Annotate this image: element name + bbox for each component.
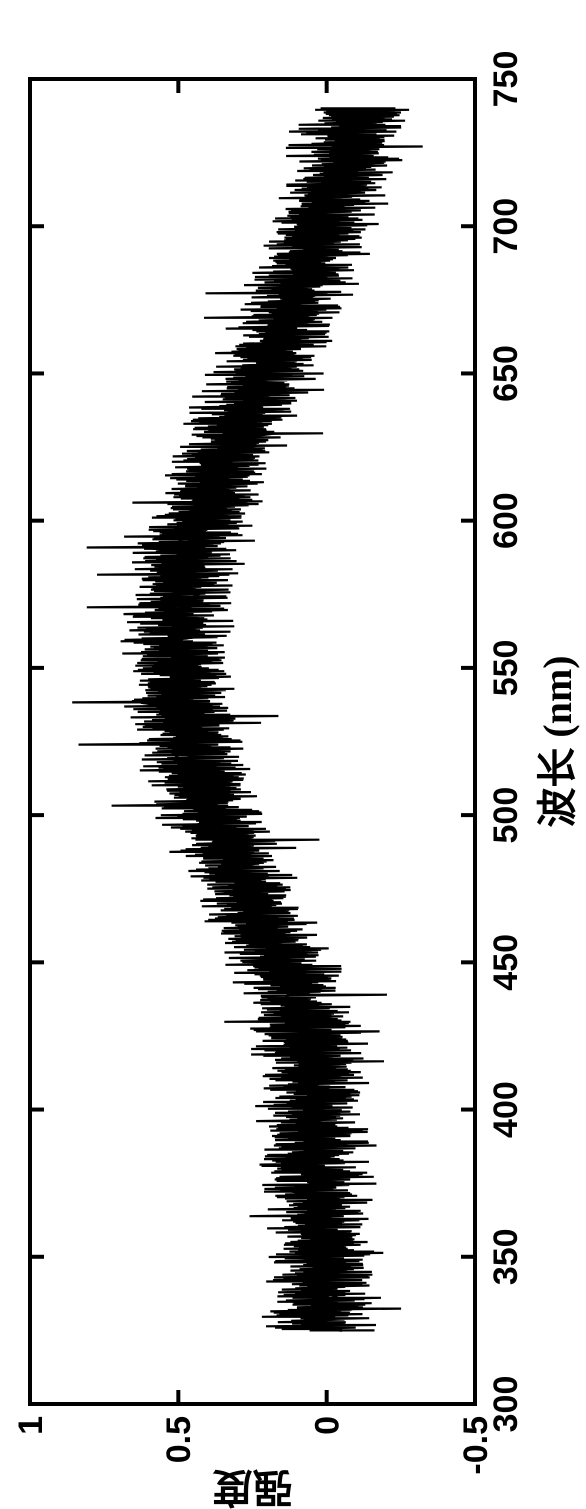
x-tick-label: 700 <box>487 198 525 255</box>
y-tick-label: -0.5 <box>457 1416 495 1475</box>
y-tick-label: 0.5 <box>160 1416 198 1463</box>
x-tick-label: 450 <box>487 934 525 991</box>
x-tick-label: 550 <box>487 640 525 697</box>
y-axis-title: 强度 <box>213 1465 293 1509</box>
spectrum-chart: 300350400450500550600650700750-0.500.51波… <box>0 0 586 1509</box>
x-tick-label: 400 <box>487 1081 525 1138</box>
x-tick-label: 350 <box>487 1228 525 1285</box>
x-axis-title: 波长 (nm) <box>535 655 580 827</box>
x-tick-label: 600 <box>487 492 525 549</box>
x-tick-label: 750 <box>487 51 525 108</box>
y-tick-label: 1 <box>12 1416 50 1435</box>
x-tick-label: 650 <box>487 345 525 402</box>
spectrum-trace <box>72 108 423 1330</box>
y-tick-label: 0 <box>309 1416 347 1435</box>
x-tick-label: 500 <box>487 787 525 844</box>
